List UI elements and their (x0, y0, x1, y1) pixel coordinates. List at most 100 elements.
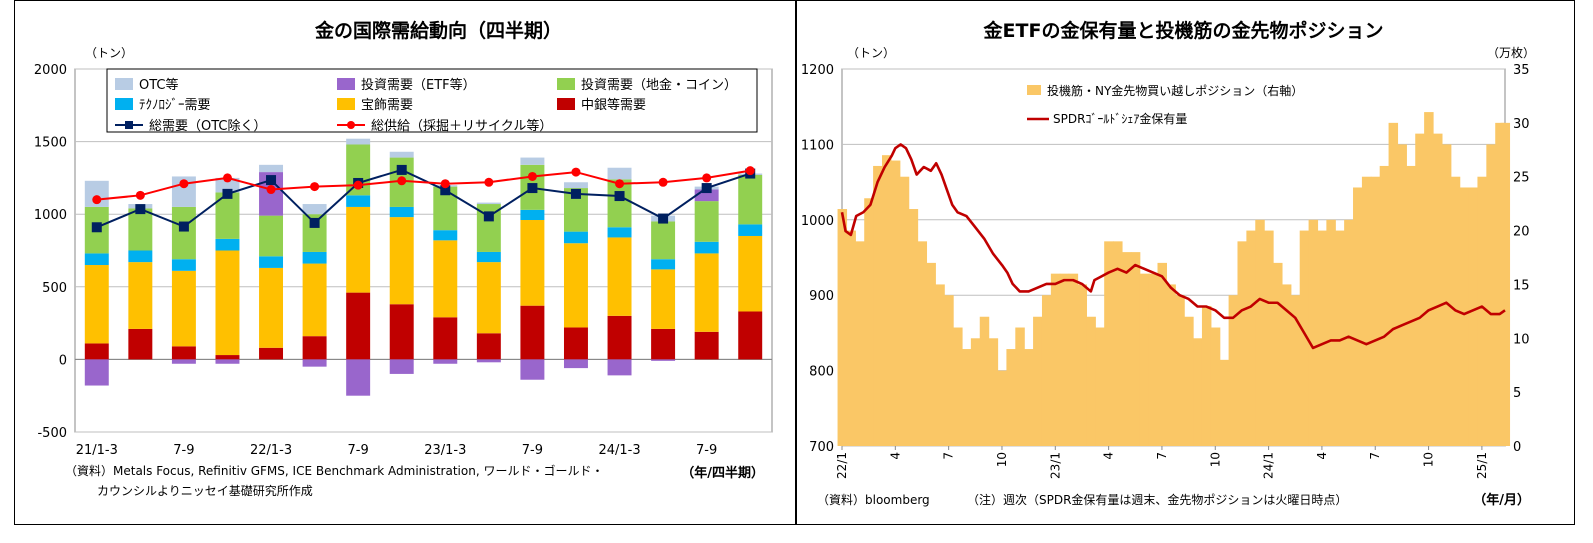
x-tick-label: 22/1-3 (250, 443, 292, 458)
legend-label: SPDRｺﾞｰﾙﾄﾞｼｪｱ金保有量 (1053, 111, 1187, 126)
bar-segment (738, 174, 763, 225)
bar-segment (128, 208, 153, 251)
data-point (483, 211, 494, 222)
area-bar (1193, 338, 1203, 446)
legend-swatch (557, 78, 575, 90)
area-bar (1441, 144, 1452, 446)
y-tick-label-left: 1000 (801, 214, 834, 229)
bar-segment (302, 359, 327, 367)
area-bar (1157, 262, 1167, 446)
area-bar (1166, 284, 1176, 446)
bar-segment (607, 227, 632, 238)
bar-segment (302, 251, 327, 264)
bar-segment (607, 167, 632, 180)
area-bar (1210, 327, 1221, 446)
area-bar (1281, 284, 1292, 446)
series-line (96, 169, 751, 201)
bar-segment (607, 237, 632, 316)
area-bar (1184, 316, 1194, 446)
data-point (310, 182, 320, 192)
area-bar (1068, 273, 1079, 446)
y-tick-label-left: 800 (809, 365, 834, 380)
y-tick-label: 500 (42, 281, 67, 296)
legend-marker (125, 121, 133, 129)
chart-panel-gold-etf-futures: 700 800 900 1000 1100 1200 0 5 10 15 20 25 30 35 22/1 4… (796, 0, 1575, 525)
area-bar (1015, 327, 1025, 446)
bar-segment (694, 189, 719, 202)
bar-segment (389, 217, 414, 305)
bar-segment (84, 253, 109, 266)
y-tick-label-right: 10 (1513, 332, 1530, 347)
bar-segment (476, 251, 501, 263)
x-tick-label: 21/1-3 (76, 443, 118, 458)
bar-segment (171, 346, 196, 360)
data-point (614, 191, 625, 202)
bar-segment (563, 182, 588, 189)
bar-segment (520, 157, 545, 165)
data-point (266, 185, 276, 195)
gold-etf-futures-chart: 700 800 900 1000 1100 1200 0 5 10 15 20 25 30 35 22/1 4… (801, 19, 1535, 508)
area-bar (1415, 133, 1425, 446)
bar-segment (694, 241, 719, 254)
x-tick-label: 10 (1208, 452, 1222, 467)
data-point (397, 176, 407, 186)
bar-segment (520, 359, 545, 380)
area-bar (1370, 176, 1381, 446)
x-tick-label: 7-9 (173, 443, 194, 458)
source-note: カウンシルよりニッセイ基礎研究所作成 (97, 483, 313, 498)
data-point (571, 167, 581, 177)
y-tick-label-right: 25 (1513, 171, 1530, 186)
data-point (745, 166, 755, 176)
data-point (658, 177, 668, 187)
area-bar (1113, 241, 1123, 446)
bar-segment (651, 269, 676, 329)
area-bar (1299, 230, 1310, 446)
source-note: （資料）bloomberg (817, 493, 930, 507)
area-bar (908, 209, 919, 446)
area-bar (1077, 284, 1088, 446)
bar-segment (476, 202, 501, 205)
area-bar (1246, 230, 1256, 446)
bar-segment (607, 359, 632, 376)
area-bar (1273, 262, 1283, 446)
area-bar (1433, 133, 1443, 446)
area-bar (1335, 230, 1345, 446)
legend-box (106, 68, 758, 133)
data-point (266, 175, 277, 186)
footnote: （注）週次（SPDR金保有量は週末、金先物ポジションは火曜日時点） (967, 492, 1347, 507)
area-bar (953, 327, 963, 446)
area-bar (837, 209, 848, 446)
bar-segment (738, 311, 763, 360)
legend-label: 投資需要（地金・コイン） (581, 77, 737, 93)
area-bar (997, 370, 1008, 446)
data-point (353, 180, 363, 190)
x-tick-label: 7-9 (522, 443, 543, 458)
bar-segment (215, 177, 240, 193)
x-tick-label: 24/1 (1262, 452, 1276, 479)
area-bar (1486, 144, 1496, 446)
bar-segment (476, 262, 501, 334)
bar-segment (651, 221, 676, 260)
area-bar (961, 349, 972, 446)
area-bar (881, 155, 892, 446)
area-bar (1495, 122, 1505, 446)
area-bar (944, 295, 954, 446)
area-bar (926, 262, 936, 446)
y-unit-label: （トン） (85, 46, 133, 60)
x-tick-label: 10 (995, 452, 1009, 467)
x-tick-label: 23/1 (1048, 452, 1062, 479)
area-bar (1477, 176, 1487, 446)
data-point (396, 164, 407, 175)
chart-title: 金ETFの金保有量と投機筋の金先物ポジション (983, 19, 1384, 42)
legend-label: 中銀等需要 (581, 97, 646, 113)
area-bar (1104, 241, 1114, 446)
bar-segment (651, 328, 676, 360)
bar-segment (215, 355, 240, 360)
x-tick-label: 23/1-3 (424, 443, 466, 458)
bar-segment (433, 359, 458, 364)
legend-label: 投機筋・NY金先物買い越しポジション（右軸） (1047, 83, 1303, 98)
area-bar (864, 198, 874, 446)
y-tick-label-left: 1100 (801, 138, 834, 153)
area-bar (1379, 165, 1390, 446)
legend-swatch (557, 98, 575, 110)
